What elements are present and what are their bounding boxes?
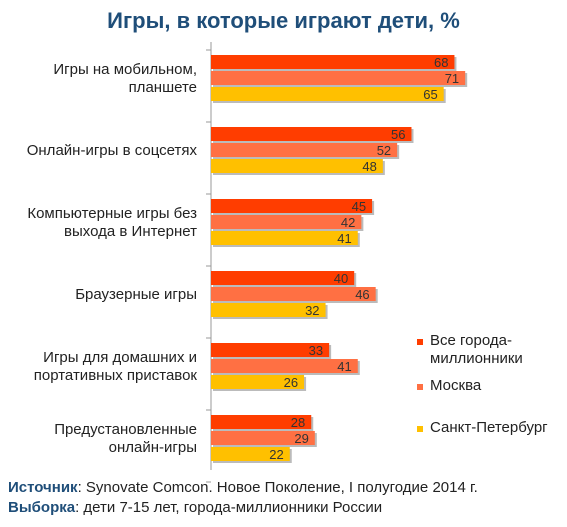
legend-label: Санкт-Петербург	[430, 419, 548, 436]
bar	[211, 287, 376, 301]
category-label: онлайн-игры	[109, 439, 197, 456]
bar	[211, 359, 358, 373]
bar	[211, 271, 355, 285]
legend-label: миллионники	[430, 350, 523, 367]
bar	[211, 55, 455, 69]
bar-value-label: 41	[337, 231, 351, 246]
bar-value-label: 71	[445, 71, 459, 86]
bar-value-label: 48	[362, 159, 376, 174]
bar	[211, 447, 290, 461]
legend-swatch	[417, 384, 423, 390]
bar	[211, 375, 305, 389]
legend-label: Москва	[430, 377, 482, 394]
category-label: выхода в Интернет	[64, 223, 197, 240]
bar	[211, 87, 444, 101]
bar-value-label: 29	[294, 431, 308, 446]
bar-value-label: 68	[434, 55, 448, 70]
category-label: Компьютерные игры без	[27, 205, 197, 222]
source-label: Источник	[8, 479, 78, 496]
category-label: Игры на мобильном,	[53, 61, 197, 78]
bar-value-label: 41	[337, 359, 351, 374]
bar-value-label: 52	[377, 143, 391, 158]
bar-value-label: 33	[309, 343, 323, 358]
chart-title: Игры, в которые играют дети, %	[107, 8, 460, 33]
category-label: Браузерные игры	[75, 286, 197, 303]
category-label: Игры для домашних и	[43, 349, 197, 366]
bar-value-label: 46	[355, 287, 369, 302]
legend-swatch	[417, 426, 423, 432]
category-label: Предустановленные	[54, 421, 197, 438]
bar	[211, 71, 466, 85]
bar	[211, 343, 330, 357]
bar	[211, 415, 312, 429]
category-label: Онлайн-игры в соцсетях	[27, 142, 198, 159]
source-note: Источник: Synovate Comcon. Новое Поколен…	[8, 479, 478, 496]
bar-value-label: 45	[352, 199, 366, 214]
sample-note: Выборка: дети 7-15 лет, города-миллионни…	[8, 499, 382, 516]
legend-swatch	[417, 339, 423, 345]
bar-value-label: 40	[334, 271, 348, 286]
bar-value-label: 32	[305, 303, 319, 318]
bar	[211, 215, 362, 229]
bar-value-label: 65	[423, 87, 437, 102]
bar	[211, 159, 383, 173]
bar	[211, 431, 315, 445]
bar	[211, 143, 398, 157]
bar	[211, 199, 373, 213]
bar-value-label: 28	[291, 415, 305, 430]
category-label: планшете	[129, 79, 197, 96]
legend-label: Все города-	[430, 332, 512, 349]
bar	[211, 231, 358, 245]
sample-label: Выборка	[8, 499, 76, 516]
bar-value-label: 56	[391, 127, 405, 142]
bar	[211, 127, 412, 141]
source-text: : Synovate Comcon. Новое Поколение, I по…	[77, 479, 478, 496]
bar-value-label: 26	[284, 375, 298, 390]
bar	[211, 303, 326, 317]
sample-text: : дети 7-15 лет, города-миллионники Росс…	[75, 499, 383, 516]
category-label: портативных приставок	[34, 367, 198, 384]
bar-value-label: 22	[269, 447, 283, 462]
bar-value-label: 42	[341, 215, 355, 230]
